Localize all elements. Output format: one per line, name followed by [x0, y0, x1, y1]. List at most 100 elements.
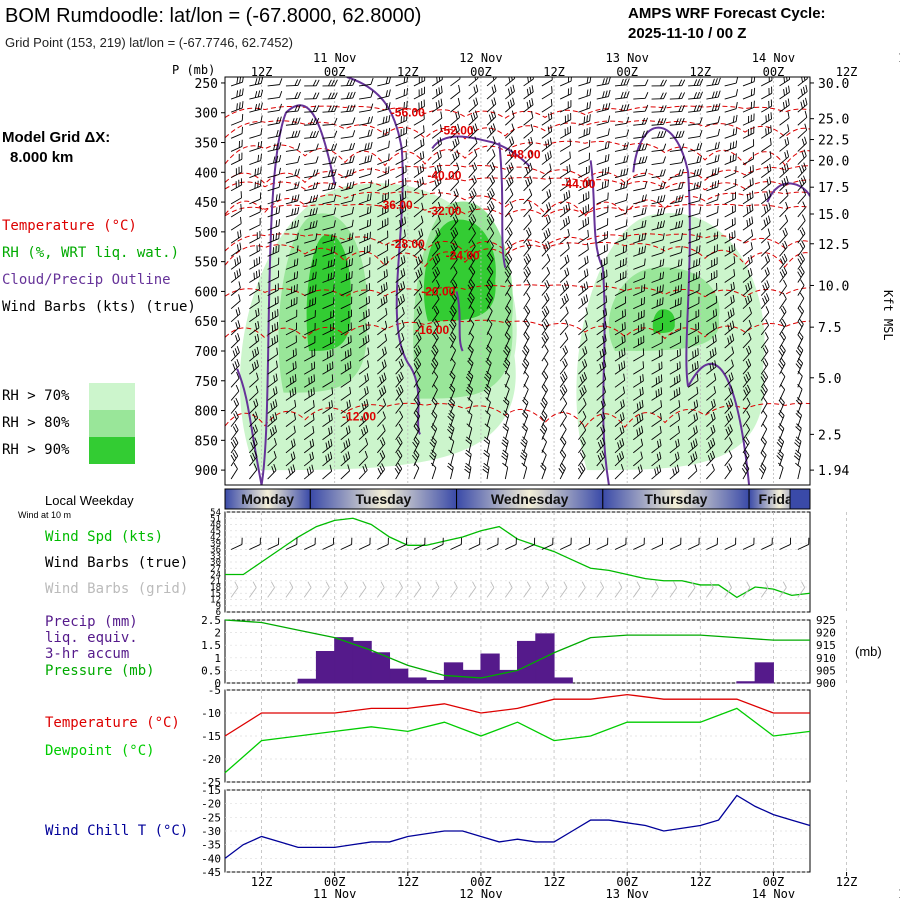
wind-barb-feather: [501, 452, 508, 458]
wind-barb-shaft: [760, 415, 768, 427]
wind-barb-shaft: [596, 121, 609, 126]
top-time-tick-label: 12Z: [543, 65, 565, 79]
wind-barb: [559, 254, 570, 270]
wind-barb: [687, 373, 699, 388]
wind-barb-feather: [735, 537, 737, 545]
wind-barb: [724, 166, 737, 179]
wind-barb-feather: [291, 131, 295, 138]
wind-barb-feather: [604, 154, 607, 162]
wind-barb: [504, 188, 514, 205]
wind-barb-feather: [766, 165, 769, 173]
wind-barb: [230, 216, 242, 231]
wind-barb-true: [322, 537, 335, 550]
wind-barb-shaft: [303, 587, 312, 598]
wind-barb-shaft: [395, 364, 404, 375]
wind-barb-feather: [678, 195, 681, 202]
wind-barb-shaft: [523, 233, 532, 244]
wind-barb: [614, 244, 627, 257]
wind-barb: [541, 111, 553, 126]
wind-barb-feather: [770, 99, 773, 107]
wind-barb-shaft: [797, 311, 804, 323]
wind-barb-feather: [434, 180, 438, 187]
wind-barb: [450, 266, 458, 283]
wind-barb: [724, 411, 734, 427]
wind-barb-feather: [763, 371, 769, 378]
wind-barb-feather: [570, 112, 572, 120]
wind-barb: [706, 231, 719, 244]
wind-barb-feather: [352, 168, 355, 176]
wind-barb-feather: [380, 285, 383, 293]
wind-barb-shaft: [340, 225, 353, 231]
wind-barb: [450, 110, 460, 126]
wind-barb-feather: [241, 126, 243, 134]
wind-barb-shaft: [578, 146, 590, 152]
wind-barb-feather: [677, 425, 680, 433]
wind-barb-feather: [678, 105, 682, 112]
wind-barb-feather: [625, 206, 628, 214]
wind-barb-feather: [253, 463, 258, 470]
rh-legend: RH > 70% RH > 80% RH > 90%: [2, 383, 135, 464]
wind-barb-feather: [588, 537, 590, 545]
wind-barb-true: [596, 537, 609, 550]
wind-barb: [358, 424, 369, 441]
wind-barb-feather: [727, 324, 730, 332]
xs-y-tick-label: 400: [195, 166, 218, 181]
wind-barb-feather: [278, 537, 280, 545]
wind-barb-feather: [348, 323, 350, 331]
wind-barb: [523, 162, 533, 178]
wind-barb-shaft: [450, 441, 455, 453]
wind-barb: [267, 283, 279, 296]
wind-barb-shaft: [267, 174, 280, 179]
wind-barb: [377, 269, 388, 283]
wind-barb-feather: [660, 387, 663, 395]
wind-barb-feather: [674, 466, 678, 474]
wind-barb-shaft: [633, 367, 644, 375]
wind-barb: [483, 449, 490, 467]
wind-barb-feather: [254, 361, 257, 369]
wind-barb-feather: [678, 118, 682, 125]
wind-barb-shaft: [633, 419, 644, 427]
wind-barb-feather: [314, 323, 316, 330]
wind-barb-shaft: [541, 131, 552, 139]
wind-barb-feather: [234, 436, 239, 444]
top-date-label: 12 Nov: [459, 51, 502, 65]
forecast-cycle-line1: AMPS WRF Forecast Cycle:: [628, 5, 826, 22]
wind-barb: [322, 284, 335, 297]
wind-barb: [340, 386, 352, 401]
wind-barb-shaft: [559, 248, 570, 257]
wind-barb: [249, 372, 259, 388]
wind-barb: [779, 384, 786, 401]
wind-barb-feather: [275, 207, 278, 215]
wind-barb-feather: [679, 361, 681, 369]
wind-barb-feather: [484, 410, 491, 416]
wind-barb-feather: [365, 437, 369, 445]
wind-barb-feather: [583, 283, 586, 291]
wind-barb-shaft: [285, 149, 298, 152]
precip-bar: [407, 677, 427, 684]
wind-barb-shaft: [742, 313, 752, 323]
wind-barb-shaft: [395, 544, 407, 550]
wind-barb-feather: [454, 240, 458, 247]
wind-barb-feather: [487, 305, 493, 312]
wind-barb-feather: [585, 179, 587, 187]
wind-barb-feather: [802, 175, 807, 183]
wind-barb-feather: [447, 415, 453, 422]
wind-barb: [468, 240, 476, 257]
wind-barb: [687, 206, 702, 218]
wind-barb-feather: [504, 347, 510, 354]
wind-barb-feather: [367, 207, 369, 214]
wind-barb-feather: [235, 384, 240, 392]
wind-barb-feather: [765, 319, 769, 326]
wind-barb-feather: [292, 388, 294, 396]
wind-barb: [413, 176, 424, 192]
wind-barb-shaft: [651, 226, 664, 231]
wind-barb-feather: [727, 337, 730, 345]
wind-barb-feather: [451, 282, 456, 289]
wind-barb-feather: [729, 322, 733, 330]
wind-barb-shaft: [486, 271, 494, 283]
wind-barb-feather: [456, 162, 460, 170]
wind-barb-feather: [699, 206, 702, 214]
wind-barb-shaft: [797, 441, 802, 453]
wind-barb-shaft: [358, 109, 371, 113]
wind-barb-feather: [583, 372, 587, 379]
